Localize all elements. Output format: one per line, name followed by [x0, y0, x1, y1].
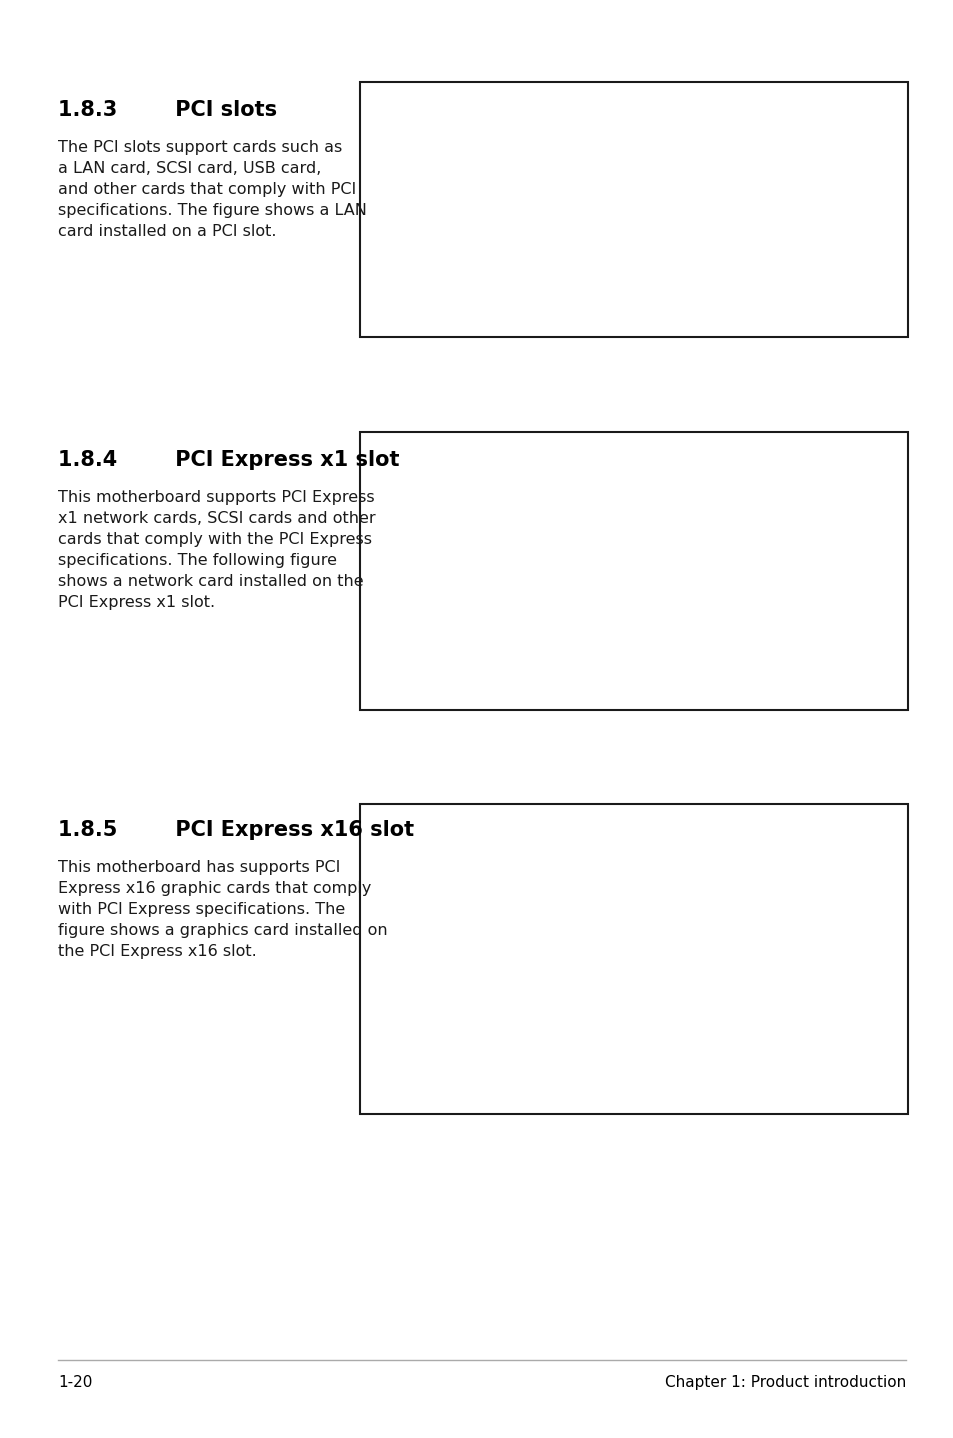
Text: This motherboard has supports PCI: This motherboard has supports PCI — [58, 860, 340, 874]
Text: 1-20: 1-20 — [58, 1375, 92, 1391]
Text: card installed on a PCI slot.: card installed on a PCI slot. — [58, 224, 276, 239]
Text: x1 network cards, SCSI cards and other: x1 network cards, SCSI cards and other — [58, 510, 375, 526]
Text: figure shows a graphics card installed on: figure shows a graphics card installed o… — [58, 923, 387, 938]
Text: 1.8.3        PCI slots: 1.8.3 PCI slots — [58, 101, 276, 119]
Text: specifications. The figure shows a LAN: specifications. The figure shows a LAN — [58, 203, 367, 219]
Bar — [359, 804, 907, 1114]
Text: 1.8.4        PCI Express x1 slot: 1.8.4 PCI Express x1 slot — [58, 450, 399, 470]
Text: 1.8.5        PCI Express x16 slot: 1.8.5 PCI Express x16 slot — [58, 820, 414, 840]
Bar — [359, 431, 907, 710]
Bar — [359, 82, 907, 336]
Text: Express x16 graphic cards that comply: Express x16 graphic cards that comply — [58, 881, 371, 896]
Text: shows a network card installed on the: shows a network card installed on the — [58, 574, 363, 590]
Text: the PCI Express x16 slot.: the PCI Express x16 slot. — [58, 943, 256, 959]
Text: specifications. The following figure: specifications. The following figure — [58, 554, 336, 568]
Text: The PCI slots support cards such as: The PCI slots support cards such as — [58, 139, 342, 155]
Text: cards that comply with the PCI Express: cards that comply with the PCI Express — [58, 532, 372, 546]
Text: PCI Express x1 slot.: PCI Express x1 slot. — [58, 595, 214, 610]
Text: This motherboard supports PCI Express: This motherboard supports PCI Express — [58, 490, 375, 505]
Text: Chapter 1: Product introduction: Chapter 1: Product introduction — [664, 1375, 905, 1391]
Text: with PCI Express specifications. The: with PCI Express specifications. The — [58, 902, 345, 917]
Text: and other cards that comply with PCI: and other cards that comply with PCI — [58, 183, 355, 197]
Text: a LAN card, SCSI card, USB card,: a LAN card, SCSI card, USB card, — [58, 161, 321, 175]
